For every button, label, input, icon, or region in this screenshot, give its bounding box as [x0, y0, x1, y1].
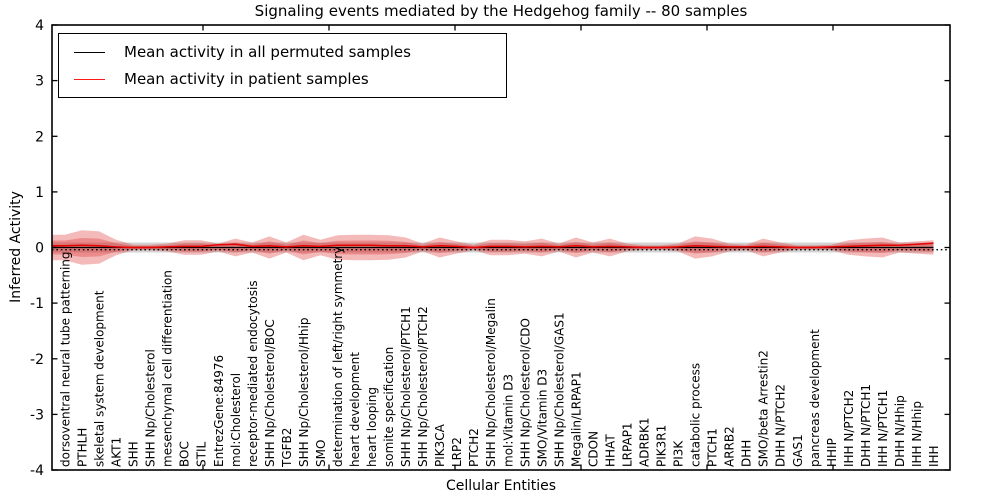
- legend-entry-patient: Mean activity in patient samples: [74, 70, 506, 88]
- x-category-label: receptor-mediated endocytosis: [246, 280, 260, 467]
- y-tick-label: 4: [35, 18, 44, 34]
- x-category-label: PTCH1: [706, 428, 720, 467]
- x-category-label: SMO: [314, 440, 328, 467]
- x-category-label: IHH N/Hhip: [910, 401, 924, 467]
- x-category-label: PI3K: [672, 440, 686, 467]
- x-category-label: heart looping: [365, 387, 379, 467]
- x-category-label: ADRBK1: [638, 417, 652, 467]
- x-category-label: ARRB2: [723, 426, 737, 467]
- x-axis-label: Cellular Entities: [445, 478, 557, 494]
- x-category-label: SHH Np/Cholesterol/CDO: [518, 318, 532, 467]
- y-tick-label: -2: [30, 352, 44, 368]
- x-category-label: LRP2: [450, 437, 464, 467]
- legend-label-patient: Mean activity in patient samples: [124, 70, 369, 88]
- y-tick-label: -1: [30, 296, 44, 312]
- x-category-label: BOC: [178, 441, 192, 467]
- legend-line-patient-icon: [74, 78, 105, 80]
- x-category-label: DHH N/PTCH1: [859, 384, 873, 467]
- legend: Mean activity in all permuted samples Me…: [58, 33, 507, 98]
- x-category-label: Megalin/LRPAP1: [569, 371, 583, 467]
- x-category-label: DHH N/Hhip: [893, 395, 907, 467]
- x-category-label: PIK3CA: [433, 423, 447, 467]
- x-category-label: mesenchymal cell differentiation: [161, 270, 175, 467]
- x-category-label: LRPAP1: [621, 422, 635, 467]
- x-category-label: dorsoventral neural tube patterning: [59, 251, 73, 467]
- x-category-label: GAS1: [791, 434, 805, 467]
- x-category-label: SHH Np/Cholesterol/PTCH1: [399, 306, 413, 467]
- x-category-label: SHH Np/Cholesterol: [144, 349, 158, 467]
- x-category-label: catabolic process: [689, 363, 703, 467]
- x-category-label: IHH N/PTCH1: [876, 390, 890, 467]
- x-category-label: CDON: [586, 431, 600, 467]
- y-tick-label: 3: [35, 74, 44, 90]
- x-category-label: SMO/beta Arrestin2: [757, 350, 771, 467]
- x-category-label: PTHLH: [76, 428, 90, 467]
- x-category-label: PTCH2: [467, 428, 481, 467]
- x-category-label: STIL: [195, 442, 209, 467]
- x-category-label: PIK3R1: [655, 425, 669, 467]
- x-category-label: IHH N/PTCH2: [842, 390, 856, 467]
- chart-title: Signaling events mediated by the Hedgeho…: [254, 2, 748, 20]
- x-category-label: heart development: [348, 352, 362, 467]
- y-tick-label: -4: [30, 463, 44, 479]
- x-category-label: SMO/Vitamin D3: [535, 369, 549, 467]
- x-category-label: DHH N/PTCH2: [774, 384, 788, 467]
- x-category-label: mol:Cholesterol: [229, 373, 243, 467]
- x-category-label: SHH Np/Cholesterol/Hhip: [297, 318, 311, 467]
- x-category-label: DHH: [740, 440, 754, 467]
- y-tick-label: 1: [35, 185, 44, 201]
- legend-entry-permuted: Mean activity in all permuted samples: [74, 43, 506, 61]
- x-category-label: SHH Np/Cholesterol/GAS1: [552, 312, 566, 467]
- x-category-label: IHH: [927, 445, 941, 467]
- x-category-label: somite specification: [382, 347, 396, 467]
- x-category-label: TGFB2: [280, 428, 294, 468]
- legend-line-permuted-icon: [74, 51, 105, 53]
- x-category-label: HHIP: [825, 438, 839, 467]
- x-category-label: AKT1: [110, 437, 124, 467]
- x-category-label: pancreas development: [808, 329, 822, 467]
- legend-label-permuted: Mean activity in all permuted samples: [124, 43, 411, 61]
- x-category-label: skeletal system development: [93, 290, 107, 467]
- x-category-label: SHH Np/Cholesterol/PTCH2: [416, 306, 430, 467]
- y-tick-label: -3: [30, 407, 44, 423]
- x-category-label: SHH Np/Cholesterol/Megalin: [484, 298, 498, 467]
- x-category-label: determination of left/right symmetry: [331, 247, 345, 467]
- y-tick-label: 2: [35, 129, 44, 145]
- x-category-label: SHH: [127, 441, 141, 467]
- patient-mean-line: [52, 242, 934, 249]
- x-category-label: SHH Np/Cholesterol/BOC: [263, 319, 277, 467]
- x-category-label: mol:Vitamin D3: [501, 374, 515, 467]
- x-category-label: EntrezGene:84976: [212, 355, 226, 467]
- x-category-label: HHAT: [603, 434, 617, 467]
- y-tick-label: 0: [35, 241, 44, 257]
